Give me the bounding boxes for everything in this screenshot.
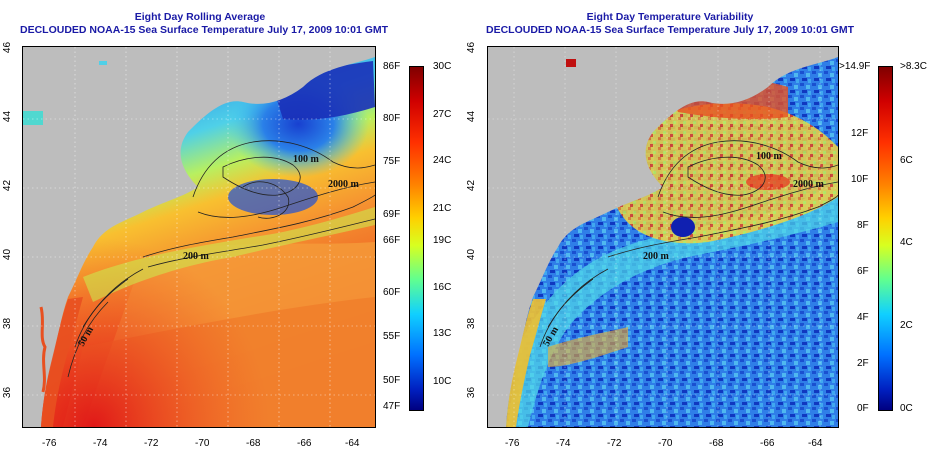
- left-contour-label-2000m: 2000 m: [328, 179, 360, 190]
- left-bathymetry-contours: [67, 140, 375, 378]
- right-x-tick-70: -70: [658, 438, 673, 449]
- right-x-tick-66: -66: [760, 438, 775, 449]
- left-cbar-c-10: 10C: [433, 376, 452, 387]
- right-contour-label-200m: 200 m: [643, 251, 670, 262]
- left-x-tick-74: -74: [93, 438, 108, 449]
- right-x-tick-76: -76: [505, 438, 520, 449]
- right-y-tick-38: 38: [466, 317, 478, 330]
- right-cbar-f-2: 2F: [857, 358, 869, 369]
- left-cbar-f-75: 75F: [383, 156, 401, 167]
- right-colorbar: [878, 66, 893, 411]
- left-cbar-f-50: 50F: [383, 375, 401, 386]
- right-y-tick-42: 42: [466, 179, 478, 192]
- right-contour-label-100m: 100 m: [756, 151, 783, 162]
- left-colorbar: [409, 66, 424, 411]
- right-x-tick-64: -64: [808, 438, 823, 449]
- right-cbar-f-8: 8F: [857, 220, 869, 231]
- right-cbar-f-12: 12F: [851, 128, 869, 139]
- right-title-line2: DECLOUDED NOAA-15 Sea Surface Temperatur…: [485, 24, 855, 36]
- right-map-svg: 100 m 2000 m 200 m 50 m: [488, 47, 838, 427]
- left-cbar-f-47: 47F: [383, 401, 401, 412]
- left-map-svg: 100 m 2000 m 200 m 50 m: [23, 47, 375, 427]
- right-cbar-f-0: 0F: [857, 403, 869, 414]
- left-y-tick-40: 40: [2, 248, 14, 261]
- left-cbar-f-86: 86F: [383, 61, 401, 72]
- left-cbar-c-21: 21C: [433, 203, 452, 214]
- right-land: [488, 47, 838, 427]
- right-x-tick-68: -68: [709, 438, 724, 449]
- left-grid-lines: [23, 47, 375, 427]
- right-x-tick-72: -72: [607, 438, 622, 449]
- right-y-tick-46: 46: [466, 41, 478, 54]
- right-x-tick-74: -74: [556, 438, 571, 449]
- left-x-tick-66: -66: [297, 438, 312, 449]
- left-cbar-f-69: 69F: [383, 209, 401, 220]
- right-cbar-f-max: >14.9F: [839, 61, 871, 72]
- left-cbar-f-55: 55F: [383, 331, 401, 342]
- right-variability-map: 100 m 2000 m 200 m 50 m: [487, 46, 839, 428]
- right-title-line1: Eight Day Temperature Variability: [586, 11, 754, 23]
- left-land: [23, 47, 375, 427]
- left-y-tick-42: 42: [2, 179, 14, 192]
- left-x-tick-70: -70: [195, 438, 210, 449]
- left-cbar-c-30: 30C: [433, 61, 452, 72]
- right-cbar-f-4: 4F: [857, 312, 869, 323]
- left-contour-label-200m: 200 m: [183, 251, 210, 262]
- left-x-tick-72: -72: [144, 438, 159, 449]
- left-cbar-c-24: 24C: [433, 155, 452, 166]
- left-x-tick-76: -76: [42, 438, 57, 449]
- right-y-tick-40: 40: [466, 248, 478, 261]
- right-grid-lines: [488, 47, 838, 427]
- left-x-tick-68: -68: [246, 438, 261, 449]
- left-cbar-c-16: 16C: [433, 282, 452, 293]
- left-y-tick-36: 36: [2, 386, 14, 399]
- right-cbar-c-4: 4C: [900, 237, 913, 248]
- left-title-line2: DECLOUDED NOAA-15 Sea Surface Temperatur…: [20, 24, 389, 36]
- left-x-tick-64: -64: [345, 438, 360, 449]
- right-cbar-c-max: >8.3C: [900, 61, 927, 72]
- left-cbar-c-19: 19C: [433, 235, 452, 246]
- right-y-tick-44: 44: [466, 110, 478, 123]
- right-cbar-c-2: 2C: [900, 320, 913, 331]
- left-cbar-c-27: 27C: [433, 109, 452, 120]
- left-title-line1: Eight Day Rolling Average: [134, 11, 266, 23]
- left-y-tick-38: 38: [2, 317, 14, 330]
- right-cbar-c-0: 0C: [900, 403, 913, 414]
- left-y-tick-44: 44: [2, 110, 14, 123]
- left-cbar-f-80: 80F: [383, 113, 401, 124]
- left-cbar-c-13: 13C: [433, 328, 452, 339]
- right-contour-label-2000m: 2000 m: [793, 179, 825, 190]
- right-y-tick-36: 36: [466, 386, 478, 399]
- left-cbar-f-66: 66F: [383, 235, 401, 246]
- left-contour-label-100m: 100 m: [293, 154, 320, 165]
- right-bathymetry-contours: [539, 140, 838, 348]
- left-sst-map: 100 m 2000 m 200 m 50 m: [22, 46, 376, 428]
- left-y-tick-46: 46: [2, 41, 14, 54]
- right-cbar-f-10: 10F: [851, 174, 869, 185]
- right-cbar-c-6: 6C: [900, 155, 913, 166]
- right-cbar-f-6: 6F: [857, 266, 869, 277]
- left-cbar-f-60: 60F: [383, 287, 401, 298]
